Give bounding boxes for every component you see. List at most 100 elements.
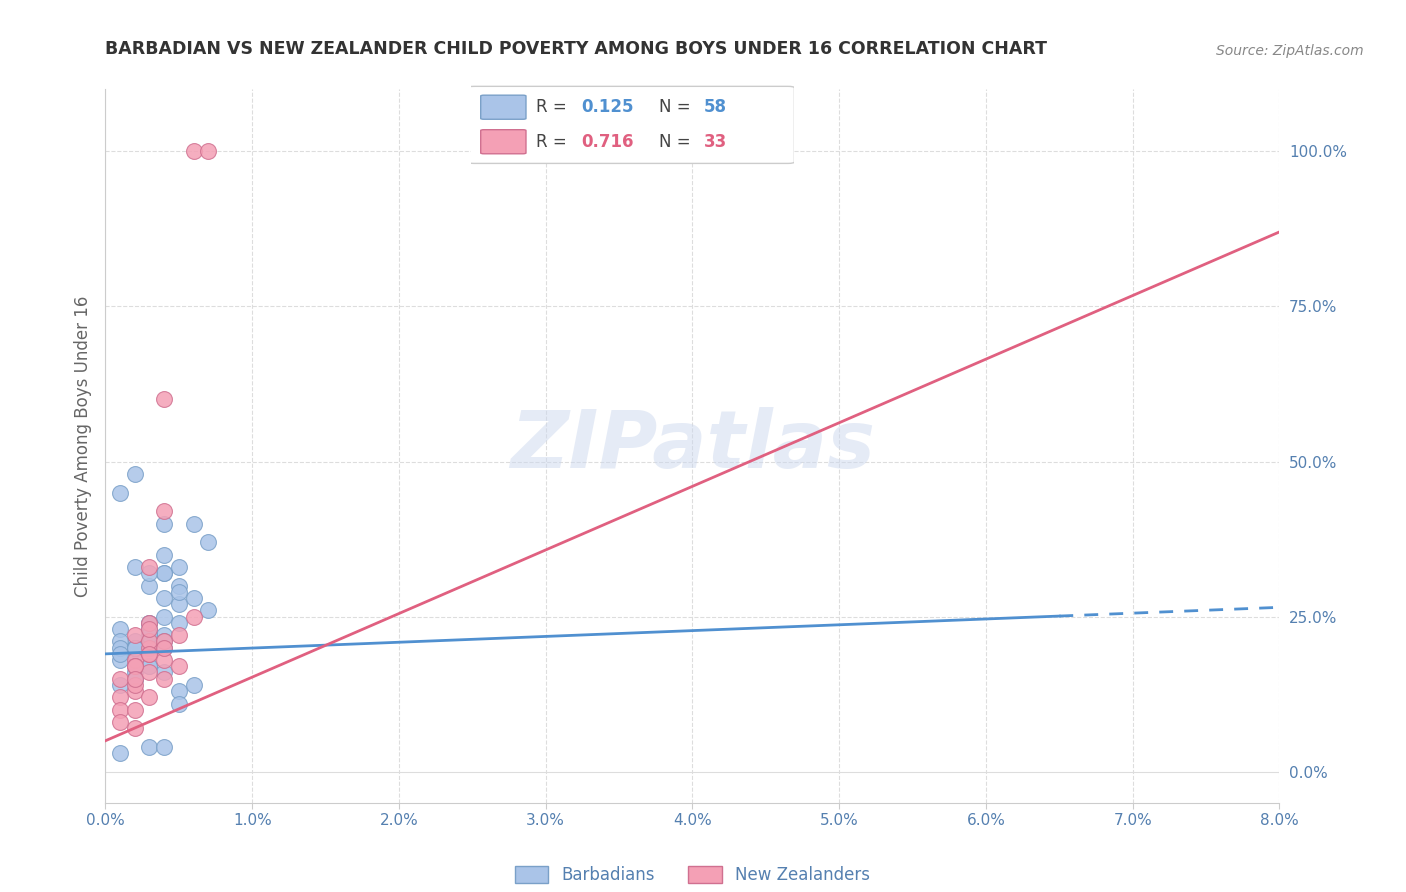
Point	[153, 628, 176, 642]
Text: 33: 33	[704, 133, 727, 151]
Point	[183, 678, 205, 692]
Text: 0.716: 0.716	[581, 133, 634, 151]
Point	[138, 622, 160, 636]
Point	[138, 566, 160, 581]
Point	[153, 640, 176, 655]
Point	[124, 467, 146, 481]
Point	[108, 640, 131, 655]
Text: ZIPatlas: ZIPatlas	[510, 407, 875, 485]
Point	[108, 690, 131, 705]
Point	[124, 640, 146, 655]
Point	[167, 697, 190, 711]
Point	[153, 672, 176, 686]
Point	[124, 560, 146, 574]
Point	[153, 640, 176, 655]
Point	[138, 640, 160, 655]
Point	[153, 392, 176, 407]
Point	[153, 653, 176, 667]
Point	[138, 628, 160, 642]
Point	[138, 665, 160, 680]
Point	[108, 634, 131, 648]
Point	[138, 628, 160, 642]
Text: N =: N =	[658, 98, 696, 116]
Point	[124, 634, 146, 648]
Text: N =: N =	[658, 133, 696, 151]
Point	[183, 609, 205, 624]
Point	[197, 535, 219, 549]
Text: Source: ZipAtlas.com: Source: ZipAtlas.com	[1216, 44, 1364, 58]
Point	[124, 647, 146, 661]
Point	[124, 722, 146, 736]
Point	[108, 715, 131, 730]
Point	[124, 653, 146, 667]
FancyBboxPatch shape	[481, 95, 526, 120]
Point	[153, 634, 176, 648]
Point	[108, 746, 131, 760]
Point	[124, 640, 146, 655]
Point	[124, 659, 146, 673]
Point	[153, 504, 176, 518]
Point	[108, 672, 131, 686]
Point	[124, 628, 146, 642]
Point	[124, 665, 146, 680]
Point	[124, 640, 146, 655]
Point	[167, 560, 190, 574]
Point	[183, 516, 205, 531]
Point	[138, 628, 160, 642]
Point	[138, 634, 160, 648]
Point	[167, 684, 190, 698]
Point	[167, 579, 190, 593]
Point	[138, 615, 160, 630]
Y-axis label: Child Poverty Among Boys Under 16: Child Poverty Among Boys Under 16	[73, 295, 91, 597]
Point	[138, 690, 160, 705]
Point	[167, 659, 190, 673]
Point	[124, 678, 146, 692]
Text: R =: R =	[536, 98, 572, 116]
Point	[167, 628, 190, 642]
Legend: Barbadians, New Zealanders: Barbadians, New Zealanders	[508, 859, 877, 891]
Point	[124, 672, 146, 686]
Point	[108, 622, 131, 636]
Point	[153, 665, 176, 680]
Point	[138, 739, 160, 754]
Text: 58: 58	[704, 98, 727, 116]
Point	[167, 615, 190, 630]
Point	[108, 485, 131, 500]
Point	[138, 622, 160, 636]
Point	[197, 145, 219, 159]
Text: 0.125: 0.125	[581, 98, 634, 116]
Point	[167, 597, 190, 611]
Point	[124, 672, 146, 686]
Point	[138, 640, 160, 655]
Point	[183, 591, 205, 605]
Point	[124, 640, 146, 655]
Point	[124, 684, 146, 698]
Point	[153, 566, 176, 581]
Point	[108, 703, 131, 717]
Point	[138, 615, 160, 630]
Point	[138, 659, 160, 673]
Text: R =: R =	[536, 133, 572, 151]
Point	[124, 659, 146, 673]
Point	[108, 653, 131, 667]
Point	[153, 516, 176, 531]
Point	[124, 659, 146, 673]
FancyBboxPatch shape	[481, 129, 526, 153]
Point	[153, 609, 176, 624]
Point	[153, 566, 176, 581]
Point	[138, 647, 160, 661]
Point	[124, 640, 146, 655]
Point	[153, 591, 176, 605]
Point	[153, 634, 176, 648]
Point	[108, 678, 131, 692]
Point	[153, 739, 176, 754]
Point	[138, 579, 160, 593]
Point	[197, 603, 219, 617]
Point	[167, 584, 190, 599]
Point	[138, 560, 160, 574]
Point	[153, 548, 176, 562]
Point	[138, 659, 160, 673]
Point	[138, 628, 160, 642]
Text: BARBADIAN VS NEW ZEALANDER CHILD POVERTY AMONG BOYS UNDER 16 CORRELATION CHART: BARBADIAN VS NEW ZEALANDER CHILD POVERTY…	[105, 40, 1047, 58]
Point	[108, 647, 131, 661]
